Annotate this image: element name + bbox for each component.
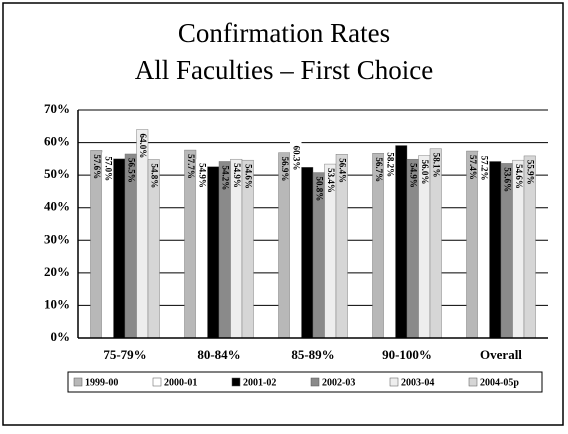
bar bbox=[478, 151, 490, 338]
value-label: 57.7% bbox=[186, 154, 196, 179]
legend-swatch bbox=[310, 377, 320, 387]
chart-title: Confirmation Rates bbox=[178, 18, 390, 48]
value-label: 55.9% bbox=[526, 160, 536, 185]
x-tick-label: Overall bbox=[480, 347, 522, 362]
bar bbox=[384, 148, 396, 338]
value-label: 56.9% bbox=[280, 157, 290, 182]
x-tick-label: 75-79% bbox=[103, 347, 146, 362]
y-tick-label: 60% bbox=[44, 134, 70, 149]
bar bbox=[136, 129, 149, 339]
value-label: 56.4% bbox=[338, 158, 348, 183]
value-label: 57.6% bbox=[92, 154, 102, 179]
value-label: 64.0% bbox=[138, 134, 148, 159]
legend-label: 2003-04 bbox=[401, 377, 434, 388]
value-label: 57.4% bbox=[468, 155, 478, 180]
value-label: 54.2% bbox=[221, 165, 231, 190]
legend-swatch bbox=[468, 377, 478, 387]
value-label: 54.9% bbox=[198, 163, 208, 188]
x-tick-label: 85-89% bbox=[291, 347, 334, 362]
value-label: 56.0% bbox=[420, 160, 430, 185]
y-tick-label: 0% bbox=[51, 329, 71, 344]
y-tick-label: 20% bbox=[44, 264, 70, 279]
value-label: 58.1% bbox=[432, 153, 442, 178]
value-label: 54.6% bbox=[244, 164, 254, 189]
y-tick-label: 70% bbox=[44, 101, 70, 116]
value-label: 52.4% bbox=[303, 171, 313, 196]
value-label: 60.3% bbox=[292, 146, 302, 171]
value-label: 59.1% bbox=[397, 150, 407, 175]
value-label: 56.5% bbox=[127, 158, 137, 183]
y-tick-label: 40% bbox=[44, 199, 70, 214]
bar bbox=[196, 159, 208, 338]
legend-label: 2004-05p bbox=[480, 377, 519, 388]
value-label: 56.7% bbox=[374, 157, 384, 182]
legend-swatch bbox=[73, 377, 83, 387]
bar bbox=[102, 152, 114, 338]
legend-swatch bbox=[389, 377, 399, 387]
value-label: 53.6% bbox=[503, 167, 513, 192]
x-tick-label: 90-100% bbox=[382, 347, 432, 362]
legend-label: 1999-00 bbox=[85, 377, 118, 388]
legend-swatch bbox=[152, 377, 162, 387]
legend-box bbox=[67, 371, 543, 393]
value-label: 55.0% bbox=[115, 163, 125, 188]
value-label: 54.6% bbox=[514, 164, 524, 189]
value-label: 52.6% bbox=[209, 171, 219, 196]
legend-label: 2002-03 bbox=[322, 377, 355, 388]
y-tick-label: 10% bbox=[44, 296, 70, 311]
value-label: 54.9% bbox=[232, 163, 242, 188]
legend-label: 2001-02 bbox=[243, 377, 276, 388]
x-tick-label: 80-84% bbox=[197, 347, 240, 362]
value-label: 57.2% bbox=[480, 156, 490, 181]
value-label: 53.4% bbox=[326, 168, 336, 193]
bar bbox=[395, 145, 408, 339]
y-tick-label: 50% bbox=[44, 166, 70, 181]
value-label: 54.9% bbox=[409, 163, 419, 188]
bar bbox=[290, 141, 302, 338]
legend-swatch bbox=[231, 377, 241, 387]
value-label: 54.8% bbox=[150, 164, 160, 189]
value-label: 58.2% bbox=[386, 152, 396, 177]
chart-subtitle: All Faculties – First Choice bbox=[135, 55, 433, 85]
value-label: 54.2% bbox=[491, 165, 501, 190]
legend-label: 2000-01 bbox=[164, 377, 197, 388]
value-label: 50.8% bbox=[315, 177, 325, 202]
y-tick-label: 30% bbox=[44, 231, 70, 246]
value-label: 57.0% bbox=[104, 156, 114, 181]
